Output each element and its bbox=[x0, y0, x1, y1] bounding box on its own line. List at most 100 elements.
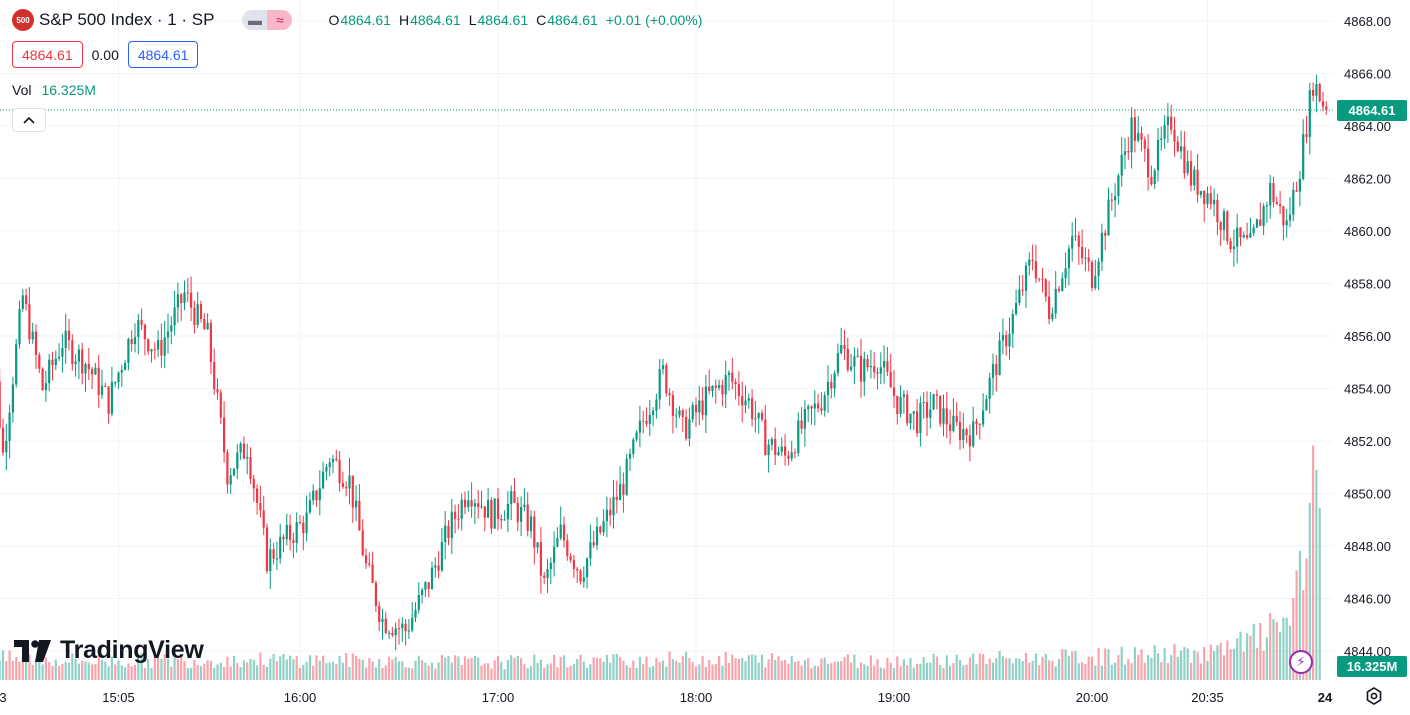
candle-body bbox=[289, 524, 292, 540]
volume-bar bbox=[239, 667, 242, 680]
volume-bar bbox=[1170, 655, 1173, 680]
buy-price-button[interactable]: 4864.61 bbox=[127, 41, 199, 68]
volume-bar bbox=[635, 667, 638, 680]
volume-bar bbox=[305, 661, 308, 680]
candle-body bbox=[1242, 235, 1245, 238]
y-tick-label: 4848.00 bbox=[1344, 539, 1391, 554]
volume-bar bbox=[955, 654, 958, 680]
volume-bar bbox=[232, 655, 236, 680]
candle-body bbox=[206, 322, 209, 330]
volume-bar bbox=[652, 665, 655, 680]
symbol-title[interactable]: S&P 500 Index · 1 · SP bbox=[39, 10, 215, 29]
volume-bar bbox=[800, 665, 803, 680]
flash-icon[interactable]: ⚡ bbox=[1289, 650, 1313, 674]
candle-body bbox=[318, 488, 321, 501]
volume-bar bbox=[424, 662, 427, 680]
volume-bar bbox=[358, 658, 361, 680]
candle-body bbox=[916, 411, 919, 434]
candle-body bbox=[863, 358, 866, 382]
volume-bar bbox=[500, 661, 503, 680]
volume-bar bbox=[1074, 650, 1077, 680]
candle-body bbox=[272, 549, 275, 559]
candle-body bbox=[935, 394, 938, 396]
volume-bar bbox=[1153, 645, 1156, 680]
chart-settings-button[interactable] bbox=[1363, 685, 1385, 707]
candle-body bbox=[807, 406, 810, 410]
candle-body bbox=[229, 475, 232, 485]
candle-body bbox=[1044, 279, 1047, 297]
volume-bar bbox=[51, 665, 54, 680]
data-delayed-icon[interactable]: ≈ bbox=[267, 10, 293, 30]
volume-bar bbox=[130, 666, 133, 680]
volume-bar bbox=[708, 660, 711, 680]
candle-body bbox=[830, 382, 833, 389]
volume-bar bbox=[1117, 655, 1120, 680]
volume-bar bbox=[381, 668, 384, 680]
candle-body bbox=[1295, 189, 1298, 192]
candle-body bbox=[642, 420, 645, 422]
volume-bar bbox=[1193, 650, 1196, 680]
chevron-up-icon bbox=[23, 116, 35, 124]
candle-body bbox=[1104, 232, 1107, 236]
candle-body bbox=[5, 440, 8, 453]
volume-bar bbox=[932, 653, 935, 680]
volume-bar bbox=[348, 666, 351, 680]
volume-bar bbox=[1288, 625, 1292, 680]
volume-bar bbox=[1057, 659, 1061, 680]
volume-bar bbox=[1163, 647, 1166, 680]
candle-body bbox=[11, 384, 14, 413]
candle-body bbox=[1084, 257, 1087, 259]
price-axis[interactable]: 4844.00 4846.00 4848.00 4850.00 4852.00 4854.… bbox=[1344, 14, 1391, 659]
candle-body bbox=[543, 575, 546, 578]
tradingview-logo[interactable]: TradingView bbox=[14, 636, 204, 665]
volume-bar bbox=[1255, 647, 1259, 680]
volume-bar bbox=[364, 667, 368, 680]
candle-body bbox=[764, 419, 767, 456]
candle-body bbox=[744, 400, 747, 406]
candle-body bbox=[374, 582, 377, 606]
volume-bar bbox=[1239, 631, 1242, 680]
volume-bar bbox=[1090, 656, 1094, 680]
candle-body bbox=[892, 387, 896, 396]
volume-bar bbox=[840, 661, 843, 680]
volume-bar bbox=[282, 653, 285, 680]
candle-body bbox=[883, 361, 886, 368]
candle-body bbox=[1206, 193, 1209, 205]
candle-body bbox=[190, 292, 193, 308]
volume-bar bbox=[1143, 662, 1146, 680]
candle-body bbox=[1272, 183, 1275, 202]
candle-body bbox=[275, 558, 278, 560]
candle-body bbox=[325, 466, 328, 472]
candle-body bbox=[731, 372, 734, 382]
candle-body bbox=[942, 408, 945, 424]
collapse-legend-button[interactable] bbox=[12, 108, 46, 132]
candle-body bbox=[487, 500, 490, 518]
volume-bar bbox=[1229, 649, 1232, 680]
volume-bar bbox=[331, 661, 335, 680]
candle-body bbox=[711, 385, 714, 391]
candle-body bbox=[364, 555, 368, 564]
candle-body bbox=[1269, 183, 1272, 206]
candle-body bbox=[1130, 117, 1133, 153]
volume-bar bbox=[665, 666, 668, 680]
candle-body bbox=[246, 457, 249, 459]
volume-legend[interactable]: Vol 16.325M bbox=[12, 82, 96, 98]
candle-body bbox=[110, 382, 113, 414]
volume-bar bbox=[1051, 660, 1054, 680]
market-closed-icon[interactable]: ▬ bbox=[242, 10, 268, 30]
candle-body bbox=[219, 392, 222, 418]
symbol-status-pill[interactable]: ▬ ≈ bbox=[242, 10, 293, 30]
symbol-badge-icon[interactable]: 500 bbox=[12, 9, 34, 31]
candle-body bbox=[754, 418, 757, 420]
volume-bar bbox=[1084, 663, 1087, 680]
volume-bar bbox=[767, 659, 770, 680]
sell-price-button[interactable]: 4864.61 bbox=[12, 41, 83, 68]
candle-body bbox=[797, 420, 800, 454]
time-axis[interactable]: 3 15:05 16:00 17:00 18:00 19:00 20:00 20:35 24 bbox=[0, 690, 1333, 705]
volume-bar bbox=[457, 656, 460, 680]
volume-bar bbox=[5, 661, 8, 680]
candle-body bbox=[265, 527, 269, 572]
volume-bar bbox=[602, 661, 605, 680]
candle-body bbox=[1100, 232, 1103, 262]
